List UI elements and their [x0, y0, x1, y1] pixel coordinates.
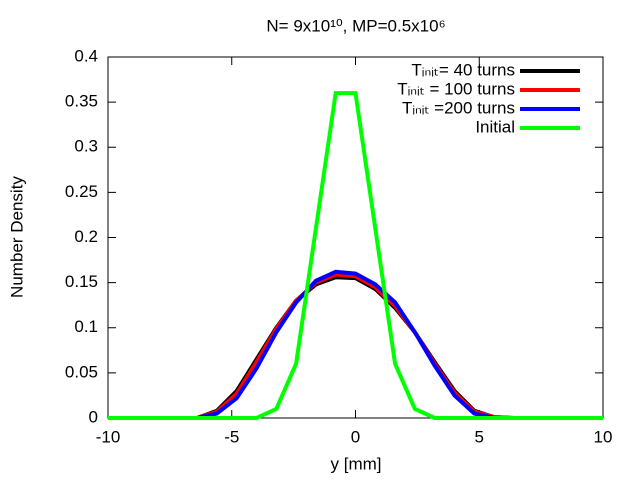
x-tick-label: 0 — [351, 427, 360, 446]
legend-label: Tᵢₙᵢₜ= 40 turns — [411, 60, 515, 79]
x-axis-label: y [mm] — [331, 454, 382, 473]
y-tick-label: 0.35 — [65, 92, 98, 111]
y-tick-label: 0.25 — [65, 182, 98, 201]
chart-title: N= 9x10¹⁰, MP=0.5x10⁶ — [266, 16, 445, 35]
plot-frame — [107, 56, 604, 419]
series-line — [108, 269, 603, 420]
x-tick-label: 10 — [594, 427, 613, 446]
y-tick-label: 0.3 — [74, 137, 98, 156]
legend-label: Tᵢₙᵢₜ = 100 turns — [397, 79, 515, 98]
series-line — [108, 275, 603, 420]
y-tick-label: 0.05 — [65, 362, 98, 381]
y-tick-label: 0.2 — [74, 227, 98, 246]
legend-label: Tᵢₙᵢₜ =200 turns — [402, 98, 515, 117]
legend-label: Initial — [475, 117, 515, 136]
y-tick-label: 0 — [89, 407, 98, 426]
y-tick-label: 0.15 — [65, 272, 98, 291]
y-tick-label: 0.4 — [74, 46, 98, 65]
x-tick-label: 5 — [475, 427, 484, 446]
y-tick-label: 0.1 — [74, 317, 98, 336]
x-tick-label: -10 — [96, 427, 121, 446]
series-line — [108, 91, 603, 420]
x-tick-label: -5 — [224, 427, 239, 446]
series-line — [108, 272, 603, 420]
y-axis-label: Number Density — [7, 176, 26, 298]
